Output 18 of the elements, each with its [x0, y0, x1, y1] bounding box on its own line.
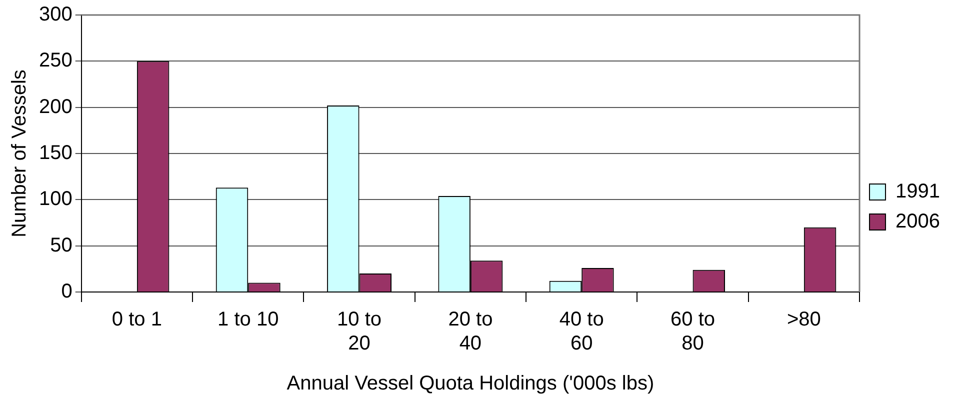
y-tick-label: 0: [61, 280, 72, 303]
y-tick-label: 300: [38, 4, 72, 26]
x-tick-label: 60 to 80: [670, 308, 716, 355]
y-tick-label: 150: [38, 142, 72, 164]
x-tick-label: >80: [786, 308, 821, 331]
x-tick-label: 40 to 60: [559, 308, 604, 355]
y-tick-label: 250: [38, 50, 72, 72]
x-tick-label: 20 to 40: [448, 308, 493, 355]
y-axis-title: Number of Vessels: [8, 70, 31, 238]
y-tick-label: 200: [38, 96, 72, 118]
x-axis-title: Annual Vessel Quota Holdings ('000s lbs): [286, 372, 654, 395]
y-tick-label: 50: [50, 234, 72, 256]
x-tick-label: 0 to 1: [112, 308, 162, 331]
legend-label: 1991: [896, 180, 940, 203]
y-tick-label: 100: [38, 188, 72, 210]
x-tick-label: 1 to 10: [218, 308, 279, 331]
legend-label: 2006: [896, 210, 940, 233]
x-tick-label: 10 to 20: [337, 308, 382, 355]
